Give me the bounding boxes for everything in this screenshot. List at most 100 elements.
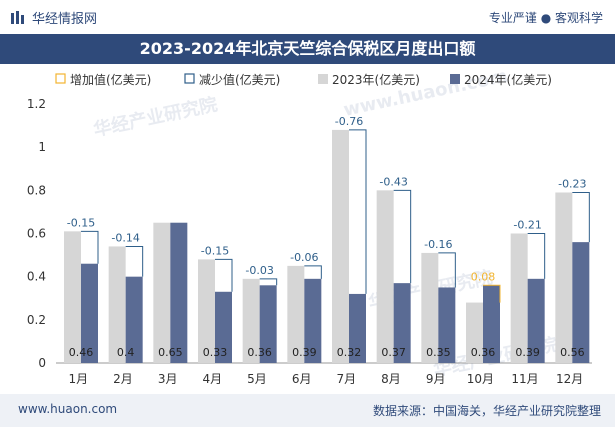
bar-2023 [332,129,349,363]
brand: 华经情报网 [10,8,97,27]
value-label-2024: 0.33 [203,346,228,359]
bar-2024 [393,283,411,363]
y-tick-label: 0.6 [27,227,46,241]
bar-2024 [527,278,545,363]
increase-marker [483,284,501,303]
bar-2024 [125,276,143,363]
bar-2024 [81,263,98,363]
legend-2024: 2024年(亿美元) [450,72,552,87]
bar-2024 [215,291,232,363]
top-bar: 华经情报网 专业严谨 ● 客观科学 [0,0,615,34]
bar-2023 [555,192,573,363]
bar-2023 [421,252,439,363]
decrease-marker [438,252,456,288]
decrease-marker [125,245,144,277]
value-label-2024: 0.56 [560,346,585,359]
change-label: -0.43 [379,175,407,188]
decrease-marker [304,265,322,279]
value-label-2024: 0.35 [426,346,451,359]
bar-2023 [510,233,528,363]
y-tick-label: 1 [38,140,46,154]
legend-decrease-swatch [184,73,195,84]
tagline: 专业严谨 ● 客观科学 [488,11,603,25]
value-label-2024: 0.4 [117,346,135,359]
value-label-2024: 0.32 [337,346,362,359]
value-label-2024: 0.39 [292,346,317,359]
change-label: -0.15 [67,216,95,229]
decrease-marker [259,278,278,286]
decrease-marker [393,189,412,284]
x-tick-label: 3月 [158,372,178,386]
x-tick-label: 9月 [426,372,446,386]
x-tick-label: 6月 [292,372,312,386]
x-tick-label: 10月 [467,372,494,386]
decrease-marker [572,191,590,243]
bar-2024 [170,222,188,363]
value-label-2024: 0.36 [471,346,496,359]
brand-logo-icon [11,10,24,24]
bar-2023 [108,246,126,363]
change-label: -0.76 [335,115,363,128]
x-tick-label: 8月 [381,372,401,386]
brand-name: 华经情报网 [32,12,98,27]
legend-2024-swatch [450,74,460,84]
y-tick-label: 0.2 [27,313,46,327]
bar-2023 [198,259,215,363]
bar-2023 [153,222,171,363]
footer-url: www.huaon.com [18,402,118,416]
y-tick-label: 0.8 [27,183,46,197]
legend-increase-swatch [55,73,66,84]
x-tick-label: 2月 [113,372,133,386]
change-label: -0.06 [290,251,318,264]
bar-chart: 华经产业研究院www.huaon.com华经产业研究院华经产业研究院增加值(亿美… [27,66,592,386]
bar-2023 [376,190,394,363]
bar-2024 [349,293,366,363]
bar-2023 [287,265,305,363]
legend-decrease-label: 减少值(亿美元) [199,72,280,87]
y-tick-label: 1.2 [27,97,46,111]
decrease-marker [527,233,546,279]
x-tick-label: 4月 [203,372,223,386]
change-label: -0.16 [424,238,452,251]
change-label: -0.03 [245,264,273,277]
value-label-2024: 0.46 [69,346,94,359]
footer-source: 数据来源：中国海关，华经产业研究院整理 [372,404,601,418]
decrease-marker [81,230,99,264]
chart-title: 2023-2024年北京天竺综合保税区月度出口额 [0,34,615,64]
footer: www.huaon.com 数据来源：中国海关，华经产业研究院整理 [0,394,615,427]
bar-2024 [572,242,590,363]
chart-area: 华经产业研究院www.huaon.com华经产业研究院华经产业研究院增加值(亿美… [0,64,615,394]
legend-increase-label: 增加值(亿美元) [70,72,151,87]
x-tick-label: 1月 [69,372,89,386]
bar-2023 [64,231,81,363]
y-tick-label: 0.4 [27,270,46,284]
legend-2024-label: 2024年(亿美元) [464,72,552,87]
legend-decrease: 减少值(亿美元) [184,72,280,87]
decrease-marker [349,129,367,294]
legend-increase: 增加值(亿美元) [55,72,151,87]
x-tick-label: 5月 [247,372,267,386]
x-tick-label: 11月 [511,372,538,386]
value-label-2024: 0.36 [247,346,272,359]
legend-2023-swatch [318,74,328,84]
bar-2023 [466,302,483,363]
x-tick-label: 12月 [556,372,583,386]
value-label-2024: 0.65 [158,346,183,359]
bar-2024 [483,285,500,363]
change-label: -0.15 [201,244,229,257]
decrease-marker [215,258,233,292]
bar-2023 [242,278,260,363]
bar-2024 [259,285,277,363]
watermark-text: 华经产业研究院 [91,93,219,141]
change-label: -0.21 [513,219,541,232]
x-tick-label: 7月 [337,372,357,386]
change-label: 0.08 [471,270,496,283]
legend-2023: 2023年(亿美元) [318,72,420,87]
change-label: -0.23 [558,177,586,190]
bar-2024 [438,287,456,363]
change-label: -0.14 [111,231,139,244]
legend-2023-label: 2023年(亿美元) [332,72,420,87]
bar-2024 [304,278,322,363]
value-label-2024: 0.39 [515,346,540,359]
value-label-2024: 0.37 [381,346,406,359]
